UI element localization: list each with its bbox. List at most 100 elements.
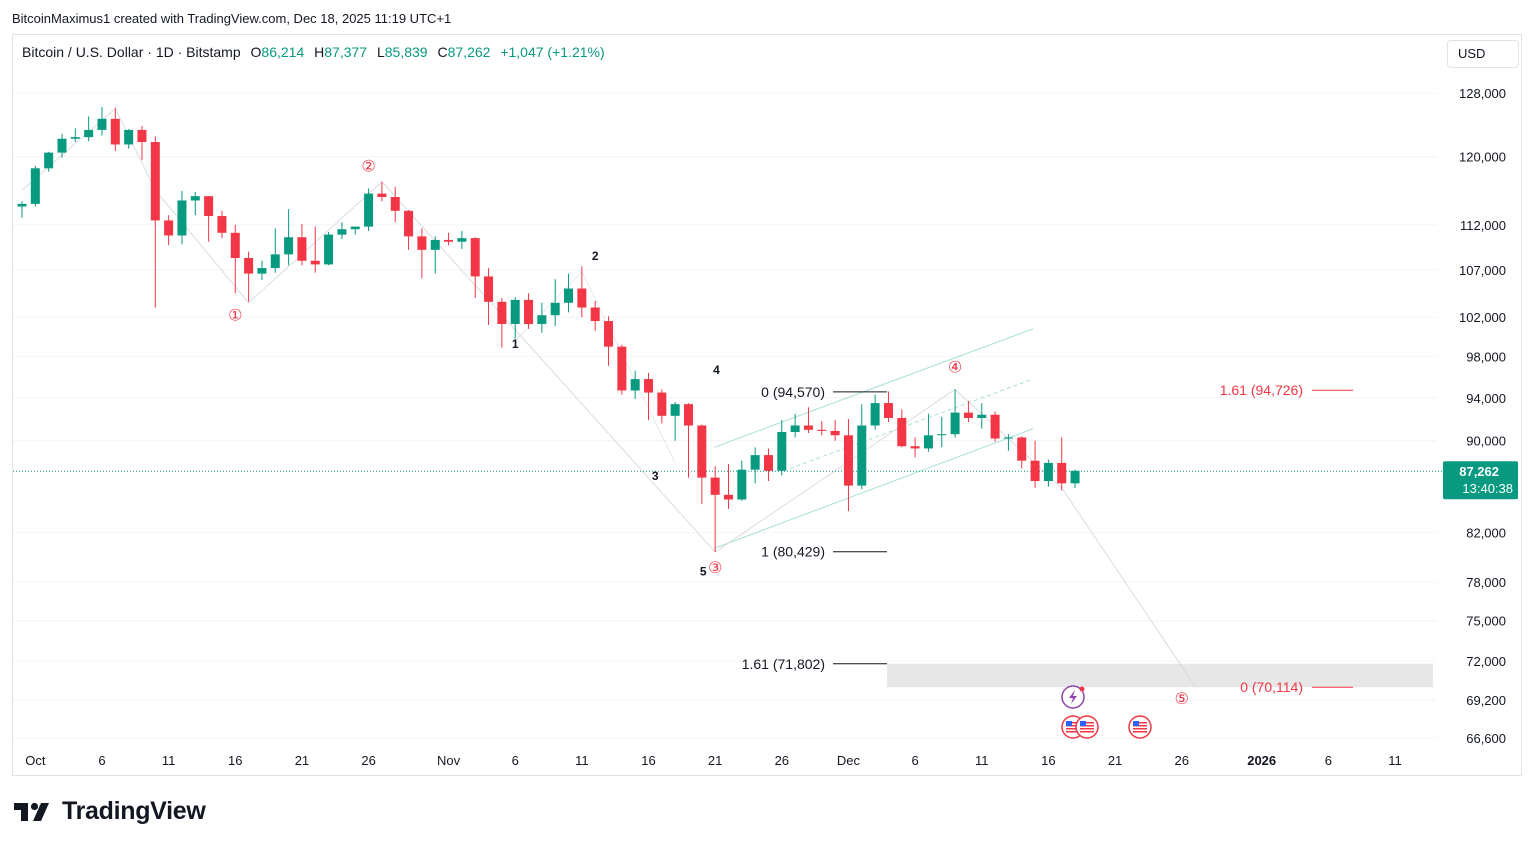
- wave-label-circled: ①: [228, 305, 242, 324]
- fib-level-label: 1.61 (71,802): [742, 656, 825, 672]
- candle-body: [497, 301, 507, 324]
- candle-body: [883, 403, 893, 418]
- low-value: 85,839: [384, 44, 428, 60]
- candle-body: [70, 137, 80, 139]
- candle-body: [763, 455, 773, 471]
- channel-lower-line: [713, 428, 1034, 549]
- event-markers: [1061, 685, 1152, 739]
- x-tick-label: 6: [98, 753, 105, 768]
- y-tick-label: 128,000: [1459, 86, 1506, 101]
- candle-body: [350, 226, 360, 230]
- x-tick-label: 16: [641, 753, 655, 768]
- y-tick-label: 102,000: [1459, 310, 1506, 325]
- x-tick-label: Nov: [437, 753, 461, 768]
- candle-body: [297, 237, 307, 261]
- fib-level-label: 1 (80,429): [761, 544, 825, 560]
- y-tick-label: 90,000: [1466, 434, 1506, 449]
- close-label: C: [437, 44, 448, 60]
- candle-body: [84, 129, 94, 138]
- y-tick-label: 69,200: [1466, 693, 1506, 708]
- candle-body: [977, 414, 987, 418]
- symbol-title[interactable]: Bitcoin / U.S. Dollar · 1D · Bitstamp: [22, 44, 241, 60]
- currency-selector[interactable]: USD: [1447, 40, 1519, 68]
- x-tick-label: 11: [162, 753, 176, 768]
- x-tick-label: 26: [775, 753, 789, 768]
- y-tick-label: 75,000: [1466, 614, 1506, 629]
- candle-body: [644, 379, 654, 393]
- x-tick-label: Dec: [837, 753, 861, 768]
- y-tick-label: 94,000: [1466, 391, 1506, 406]
- y-tick-label: 78,000: [1466, 575, 1506, 590]
- x-tick-label: 21: [1108, 753, 1122, 768]
- candle-body: [1070, 470, 1080, 484]
- candle-body: [270, 254, 280, 269]
- change-value: +1,047 (+1.21%): [500, 44, 605, 60]
- candle-body: [950, 412, 960, 435]
- candle-body: [1003, 437, 1013, 439]
- candle-body: [1057, 462, 1067, 484]
- wave-label-minor: 1: [512, 337, 519, 351]
- wave-label-circled: ④: [948, 357, 962, 376]
- candle-body: [444, 239, 454, 242]
- candle-body: [457, 238, 467, 242]
- wave-label-circled: ③: [708, 558, 722, 577]
- candle-body: [17, 203, 27, 207]
- last-price-label: 87,262: [1459, 464, 1499, 479]
- candle-countdown-label: 13:40:38: [1462, 481, 1513, 496]
- y-tick-label: 72,000: [1466, 654, 1506, 669]
- candle-body: [204, 196, 214, 217]
- high-label: H: [314, 44, 325, 60]
- candle-body: [1030, 460, 1040, 482]
- y-tick-label: 120,000: [1459, 150, 1506, 165]
- candle-body: [470, 238, 480, 277]
- candle-body: [417, 236, 427, 250]
- candle-body: [803, 425, 813, 430]
- x-tick-label: 2026: [1247, 753, 1276, 768]
- wave-label-minor: 2: [592, 249, 599, 263]
- candle-body: [137, 129, 147, 143]
- candle-body: [897, 417, 907, 447]
- candle-body: [44, 152, 54, 169]
- candle-body: [377, 193, 387, 198]
- candle-body: [670, 404, 680, 416]
- fib-level-label: 1.61 (94,726): [1220, 382, 1303, 398]
- candle-body: [910, 446, 920, 449]
- candle-body: [830, 430, 840, 436]
- candle-body: [510, 299, 520, 324]
- candle-body: [364, 193, 374, 227]
- candle-body: [684, 404, 693, 426]
- candle-body: [857, 425, 867, 486]
- candle-body: [630, 379, 640, 391]
- candle-body: [404, 210, 414, 237]
- us-flag-event-icon: [1128, 715, 1152, 739]
- x-tick-label: 11: [575, 753, 589, 768]
- candle-body: [870, 403, 880, 426]
- candle-body: [324, 234, 334, 265]
- candle-body: [164, 220, 174, 236]
- wave-path: [21, 107, 1196, 687]
- tradingview-logo: TradingView: [14, 797, 206, 826]
- last-price-badge: [1443, 461, 1518, 500]
- candle-body: [390, 197, 400, 211]
- candle-body: [937, 434, 947, 436]
- x-tick-label: 16: [228, 753, 242, 768]
- fib-level-label: 0 (94,570): [761, 384, 825, 400]
- channel-mid-line: [789, 378, 1034, 470]
- chart-frame: [12, 34, 1522, 776]
- us-flag-event-icon: [1075, 715, 1099, 739]
- candle-body: [217, 216, 227, 233]
- y-tick-label: 107,000: [1459, 263, 1506, 278]
- y-tick-label: 98,000: [1466, 350, 1506, 365]
- candle-body: [990, 414, 1000, 439]
- channel-upper-line: [713, 328, 1034, 448]
- candle-body: [963, 412, 973, 418]
- candle-body: [737, 469, 747, 500]
- y-tick-label: 82,000: [1466, 526, 1506, 541]
- x-tick-label: 21: [295, 753, 309, 768]
- candle-body: [284, 237, 294, 255]
- candle-body: [150, 142, 160, 221]
- close-value: 87,262: [447, 44, 491, 60]
- candle-body: [564, 288, 574, 303]
- candle-body: [97, 118, 107, 130]
